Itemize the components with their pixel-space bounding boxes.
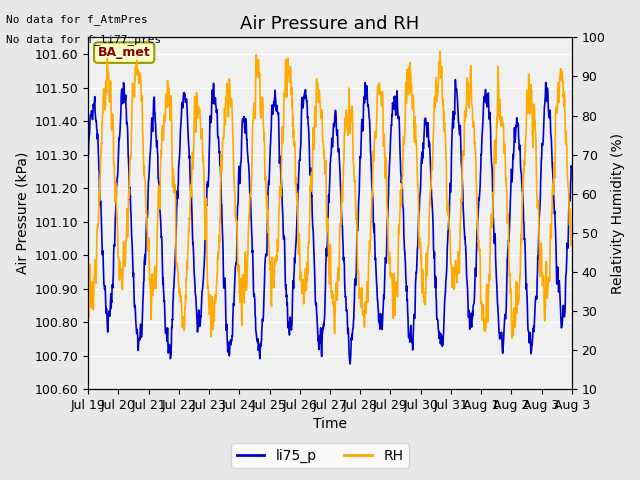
Text: No data for f_li77_pres: No data for f_li77_pres [6, 34, 162, 45]
Y-axis label: Relativity Humidity (%): Relativity Humidity (%) [611, 133, 625, 294]
Y-axis label: Air Pressure (kPa): Air Pressure (kPa) [15, 152, 29, 275]
Text: No data for f_AtmPres: No data for f_AtmPres [6, 14, 148, 25]
X-axis label: Time: Time [313, 418, 347, 432]
Legend: li75_p, RH: li75_p, RH [231, 443, 409, 468]
Title: Air Pressure and RH: Air Pressure and RH [241, 15, 420, 33]
Text: BA_met: BA_met [98, 46, 150, 59]
